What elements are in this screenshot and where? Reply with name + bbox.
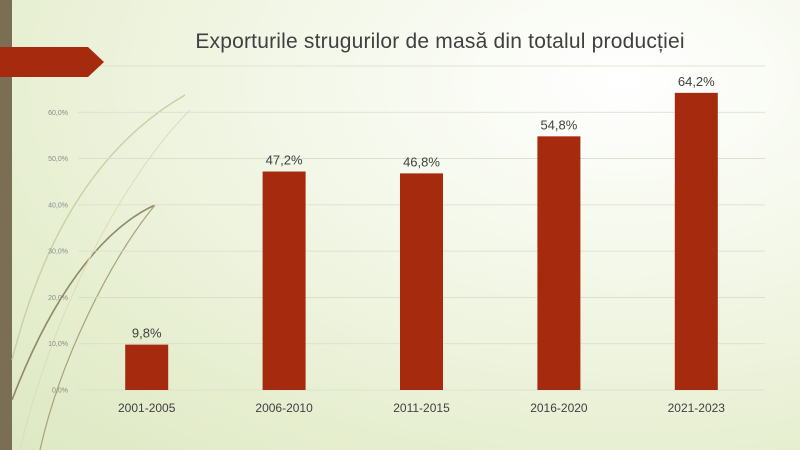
x-axis-category-labels: 2001-2005 2006-2010 2011-2015 2016-2020 2021… bbox=[118, 401, 725, 415]
chart-title: Exporturile strugurilor de masă din tota… bbox=[195, 30, 685, 53]
x-category-label: 2006-2010 bbox=[255, 401, 313, 415]
y-tick-label: 20,0% bbox=[48, 295, 68, 302]
data-label: 9,8% bbox=[132, 326, 162, 341]
bar bbox=[400, 173, 443, 390]
x-category-label: 2001-2005 bbox=[118, 401, 176, 415]
bar bbox=[125, 344, 169, 390]
decorative-swoosh-curves bbox=[11, 94, 191, 450]
bars bbox=[125, 92, 718, 391]
data-label: 47,2% bbox=[266, 153, 303, 168]
y-tick-label: 40,0% bbox=[48, 202, 68, 209]
bar bbox=[262, 171, 306, 390]
y-tick-label: 0,0% bbox=[52, 388, 68, 395]
y-tick-label: 10,0% bbox=[48, 341, 68, 348]
data-label: 46,8% bbox=[403, 154, 440, 169]
y-tick-label: 30,0% bbox=[48, 249, 68, 256]
y-tick-label: 50,0% bbox=[48, 156, 68, 163]
data-labels: 9,8% 47,2% 46,8% 54,8% 64,2% bbox=[132, 74, 715, 341]
data-label: 64,2% bbox=[678, 74, 715, 89]
bar bbox=[674, 92, 718, 391]
x-category-label: 2016-2020 bbox=[530, 401, 588, 415]
x-category-label: 2021-2023 bbox=[668, 401, 726, 415]
left-accent-bar bbox=[0, 0, 12, 450]
data-label: 54,8% bbox=[540, 117, 577, 132]
y-tick-label: 60,0% bbox=[48, 110, 68, 117]
y-axis-tick-labels: 0,0%10,0%20,0%30,0%40,0%50,0%60,0%70,0% bbox=[48, 64, 68, 395]
title-arrow-banner bbox=[0, 47, 104, 77]
x-category-label: 2011-2015 bbox=[393, 401, 450, 415]
bar bbox=[537, 136, 581, 390]
